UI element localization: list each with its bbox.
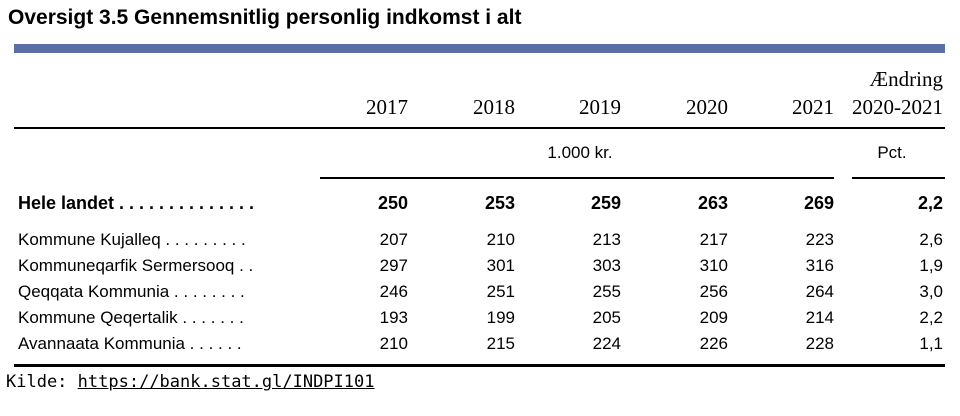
table-bottom-rule — [14, 364, 945, 367]
cell-change: 2,2 — [919, 308, 943, 327]
cell-2019: 255 — [592, 282, 621, 301]
cell-2021: 214 — [805, 308, 834, 327]
row-label: Kommune Kujalleq . . . . . . . . . — [18, 230, 246, 249]
total-change: 2,2 — [917, 193, 943, 213]
cell-2020: 226 — [699, 334, 728, 353]
cell-2018: 210 — [486, 230, 515, 249]
table-title: Oversigt 3.5 Gennemsnitlig personlig ind… — [8, 6, 522, 29]
col-header-2021: 2021 — [792, 95, 834, 119]
source-label: Kilde: — [6, 372, 68, 392]
cell-2020: 256 — [699, 282, 728, 301]
cell-change: 2,6 — [919, 230, 943, 249]
source-note: Kilde: https://bank.stat.gl/INDPI101 — [6, 372, 374, 392]
cell-2018: 215 — [486, 334, 515, 353]
total-2021: 269 — [803, 193, 834, 213]
cell-2017: 297 — [379, 256, 408, 275]
cell-2021: 228 — [805, 334, 834, 353]
total-2017: 250 — [377, 193, 408, 213]
cell-2020: 209 — [699, 308, 728, 327]
total-row-label: Hele landet . . . . . . . . . . . . . . — [18, 193, 255, 213]
total-2020: 263 — [697, 193, 728, 213]
cell-2017: 210 — [379, 334, 408, 353]
row-label: Avannaata Kommunia . . . . . . — [18, 334, 242, 353]
row-label: Qeqqata Kommunia . . . . . . . . — [18, 282, 245, 301]
cell-change: 1,9 — [919, 256, 943, 275]
cell-2017: 246 — [379, 282, 408, 301]
unit-divider-change — [852, 177, 945, 179]
col-header-2019: 2019 — [579, 95, 621, 119]
header-divider — [14, 127, 945, 129]
row-label: Kommuneqarfik Sermersooq . . — [18, 256, 254, 275]
unit-divider-values — [320, 177, 834, 179]
cell-2021: 316 — [805, 256, 834, 275]
source-link[interactable]: https://bank.stat.gl/INDPI101 — [77, 372, 375, 392]
cell-2020: 217 — [699, 230, 728, 249]
cell-2017: 207 — [379, 230, 408, 249]
col-header-2018: 2018 — [473, 95, 515, 119]
row-label: Kommune Qeqertalik . . . . . . . — [18, 308, 244, 327]
col-header-2017: 2017 — [366, 95, 408, 119]
col-header-change-line1: Ændring — [869, 67, 944, 91]
header-bar — [14, 44, 945, 53]
cell-2019: 205 — [592, 308, 621, 327]
cell-2019: 224 — [592, 334, 621, 353]
total-2018: 253 — [484, 193, 515, 213]
cell-2019: 213 — [592, 230, 621, 249]
cell-2017: 193 — [379, 308, 408, 327]
unit-change: Pct. — [877, 143, 907, 162]
cell-2020: 310 — [699, 256, 728, 275]
cell-change: 3,0 — [919, 282, 943, 301]
cell-2018: 301 — [486, 256, 515, 275]
col-header-2020: 2020 — [686, 95, 728, 119]
cell-2018: 251 — [486, 282, 515, 301]
cell-2019: 303 — [592, 256, 621, 275]
cell-2021: 223 — [805, 230, 834, 249]
total-2019: 259 — [590, 193, 621, 213]
cell-change: 1,1 — [919, 334, 943, 353]
cell-2018: 199 — [486, 308, 515, 327]
unit-values: 1.000 kr. — [547, 143, 613, 162]
cell-2021: 264 — [805, 282, 834, 301]
col-header-change-line2: 2020-2021 — [852, 95, 943, 119]
